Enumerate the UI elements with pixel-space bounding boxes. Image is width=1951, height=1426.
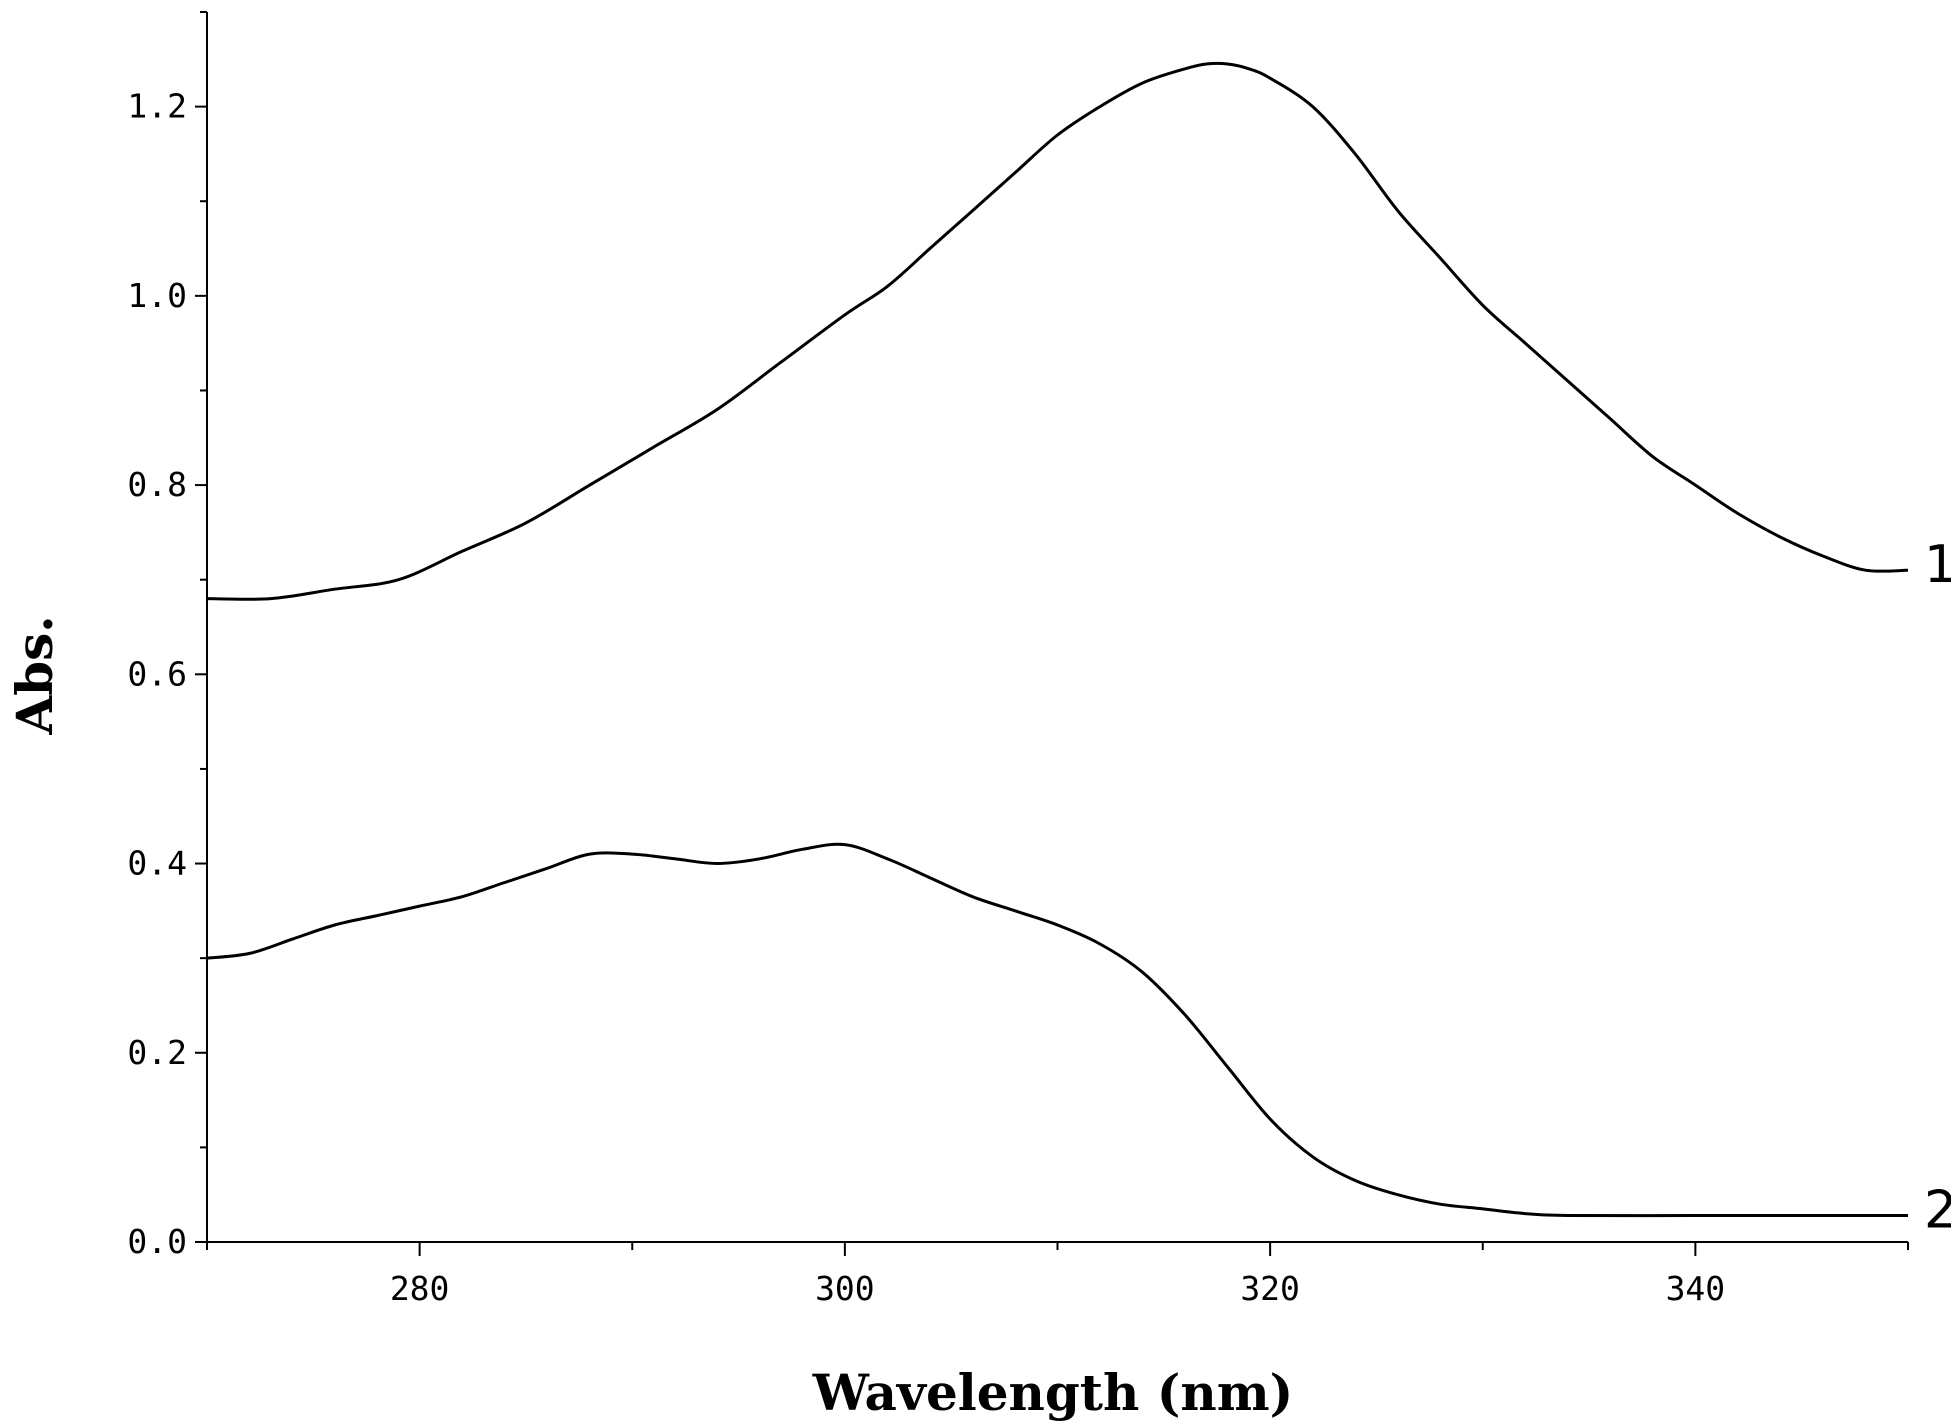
x-tick-label: 320 — [1240, 1269, 1300, 1308]
y-axis-title: Abs. — [5, 615, 64, 735]
x-axis-title: Wavelength (nm) — [812, 1363, 1294, 1422]
series-line-1 — [206, 61, 1909, 601]
y-tick-label: 0.0 — [127, 1222, 187, 1261]
labels-layer: Abs. Wavelength (nm) — [5, 615, 1293, 1422]
series-label-2: 2 — [1924, 1181, 1951, 1241]
y-tick-label: 0.6 — [127, 654, 187, 693]
y-tick-label: 0.2 — [127, 1033, 187, 1072]
series-layer: 12 — [206, 61, 1951, 1241]
y-tick-label: 0.4 — [127, 844, 187, 883]
series-label-1: 1 — [1924, 535, 1951, 595]
y-tick-label: 1.0 — [127, 276, 187, 315]
y-tick-label: 1.2 — [127, 87, 187, 126]
axes: 0.0 0.2 0.4 0.6 0.8 1.0 1.2 280 300 320 340 — [127, 11, 1909, 1308]
x-tick-label: 280 — [390, 1269, 450, 1308]
x-tick-label: 300 — [815, 1269, 875, 1308]
y-tick-label: 0.8 — [127, 465, 187, 504]
x-tick-label: 340 — [1666, 1269, 1726, 1308]
series-line-2 — [206, 842, 1908, 1218]
